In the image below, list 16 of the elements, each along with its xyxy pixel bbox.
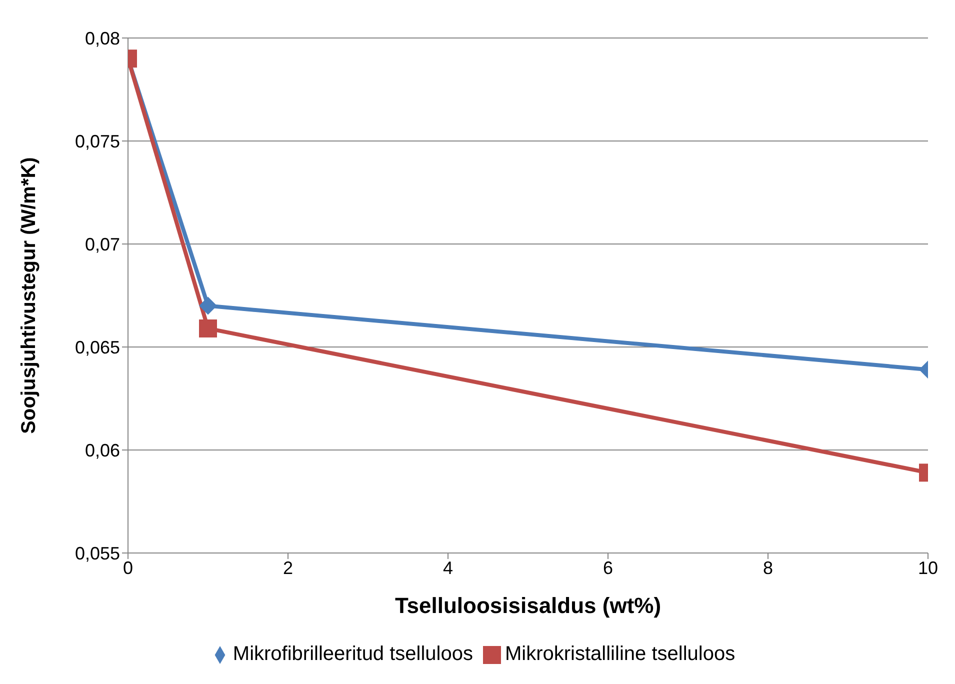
x-tick-label: 8	[762, 558, 774, 578]
y-tick-label: 0,06	[84, 440, 120, 460]
x-tick-label: 6	[602, 558, 614, 578]
y-axis-title: Soojusjuhtivustegur (W/m*K)	[18, 157, 40, 434]
legend-label: Mikrokristalliline tselluloos	[505, 643, 736, 665]
x-tick-label: 10	[918, 558, 938, 578]
x-axis-title: Tselluloosisisaldus (wt%)	[394, 593, 662, 618]
legend-label: Mikrofibrilleeritud tselluloos	[232, 643, 473, 665]
y-tick-label: 0,07	[84, 234, 120, 254]
y-tick-label: 0,065	[74, 337, 120, 358]
y-tick-label: 0,055	[74, 543, 120, 564]
x-tick-label: 0	[122, 558, 134, 578]
y-tick-label: 0,075	[74, 131, 120, 152]
x-tick-label: 4	[442, 558, 454, 578]
x-tick-label: 2	[282, 558, 294, 578]
y-tick-label: 0,08	[84, 28, 120, 48]
